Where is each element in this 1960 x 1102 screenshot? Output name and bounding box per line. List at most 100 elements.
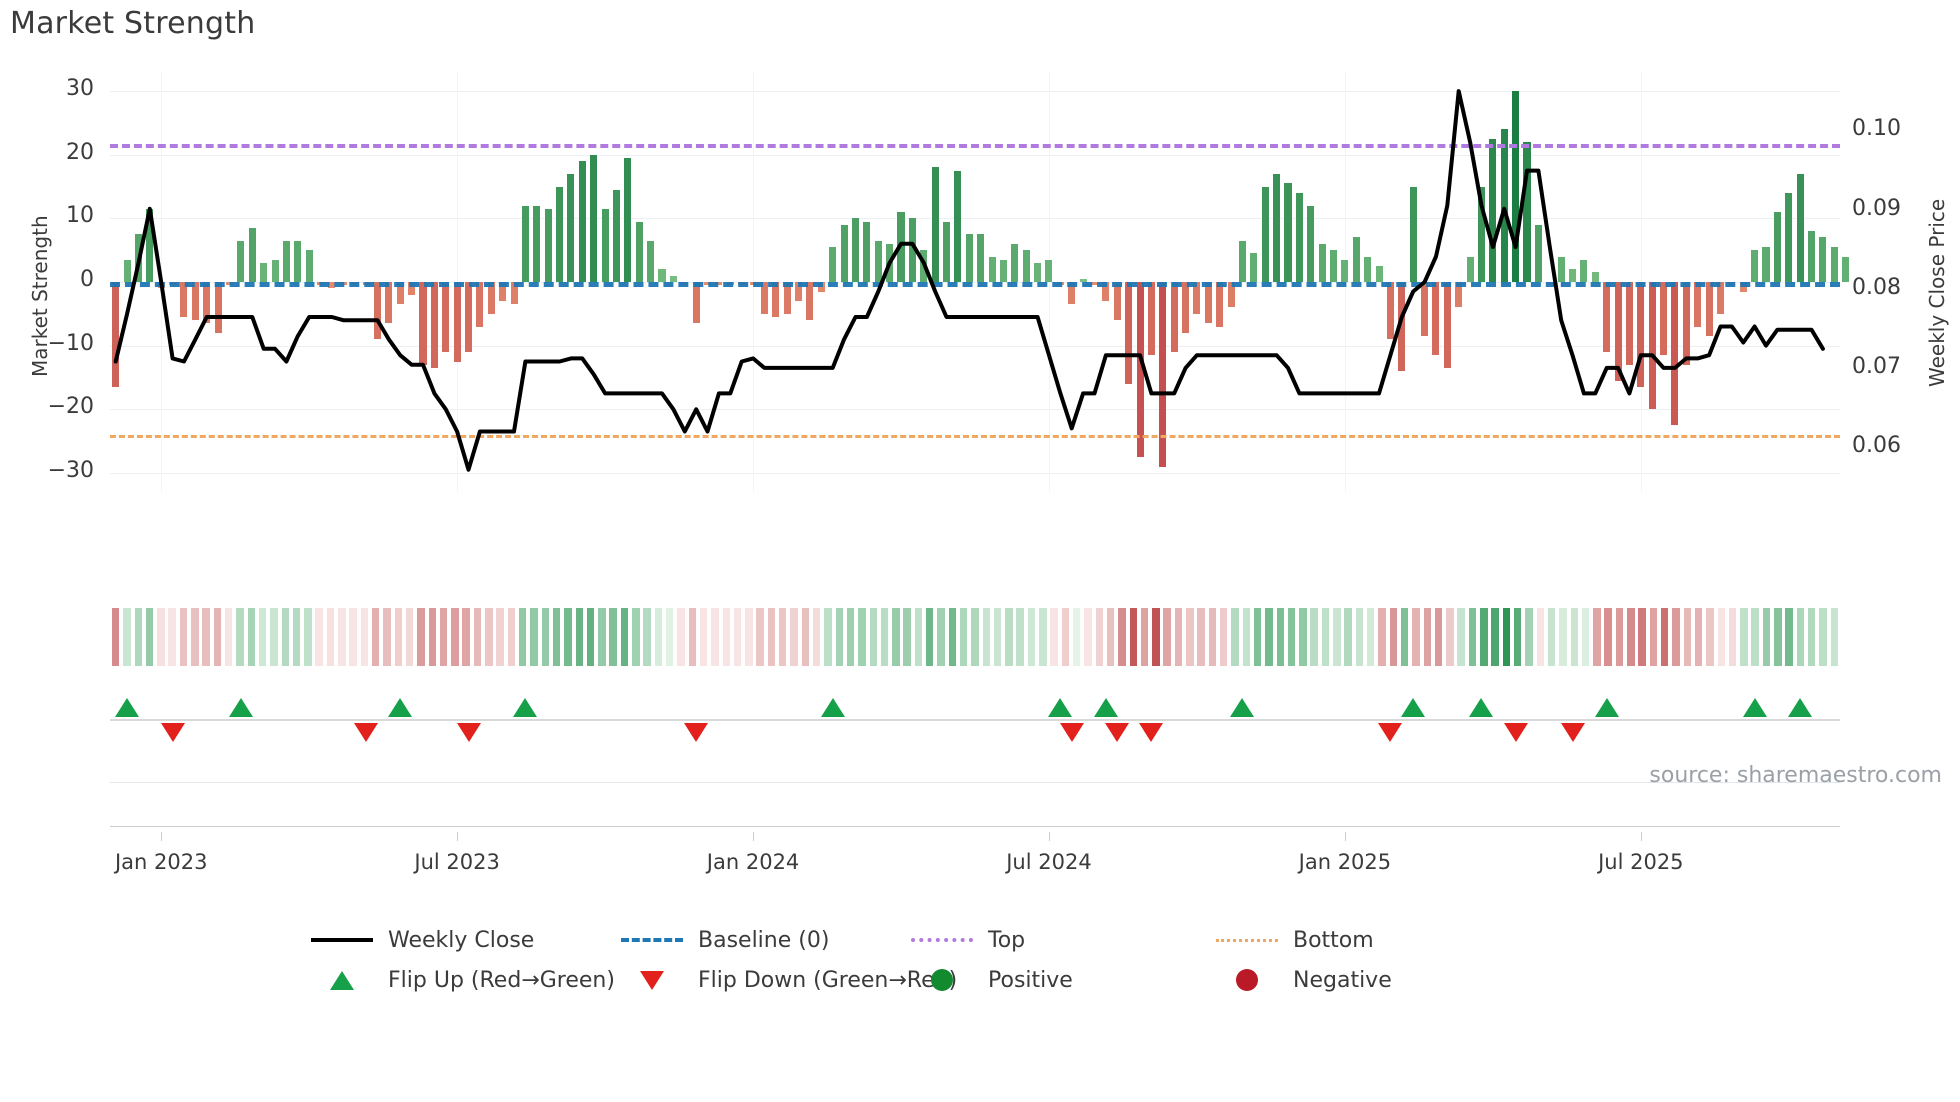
- heatmap-cell: [1197, 608, 1205, 666]
- heatmap-cell: [1502, 608, 1511, 666]
- heatmap-cell: [722, 608, 730, 666]
- strength-bar: [533, 205, 541, 282]
- heatmap-cell: [1819, 608, 1827, 666]
- heatmap-cell: [1661, 608, 1669, 666]
- strength-bar: [442, 282, 450, 352]
- flip-up-marker: [1594, 698, 1619, 717]
- strength-bar: [1466, 256, 1474, 282]
- strength-bar: [1409, 186, 1417, 282]
- strength-bar: [260, 262, 268, 282]
- heatmap-cell: [914, 608, 923, 666]
- strength-bar: [635, 221, 643, 282]
- heatmap-cell: [846, 608, 855, 666]
- heatmap-cell: [360, 608, 369, 666]
- legend-item[interactable]: Top: [910, 920, 1025, 960]
- strength-bar: [578, 161, 586, 282]
- y-tick-label-right: 0.08: [1852, 274, 1901, 300]
- strength-bar: [908, 218, 916, 282]
- heatmap-cell: [1276, 608, 1285, 666]
- strength-bar: [658, 269, 666, 282]
- heatmap-cell: [1581, 608, 1590, 666]
- legend-item[interactable]: Weekly Close: [310, 920, 534, 960]
- heatmap-cell: [485, 608, 493, 666]
- x-axis-line: [110, 826, 1840, 827]
- heatmap-cell: [496, 608, 504, 666]
- heatmap-cell: [270, 608, 278, 666]
- flip-down-marker: [1560, 723, 1585, 742]
- triangle-down-icon: [620, 970, 684, 990]
- heatmap-cell: [1830, 608, 1839, 666]
- strength-bar: [1329, 250, 1338, 282]
- circle-icon: [1215, 969, 1279, 991]
- heatmap-cell: [564, 608, 572, 666]
- heatmap-cell: [1649, 608, 1658, 666]
- legend-item[interactable]: Bottom: [1215, 920, 1374, 960]
- flip-up-marker: [1401, 698, 1426, 717]
- heatmap-cell: [1333, 608, 1341, 666]
- flip-up-marker: [1093, 698, 1118, 717]
- strength-bar: [1318, 243, 1326, 282]
- x-tick-label: Jul 2025: [1598, 850, 1684, 874]
- strength-bar: [1238, 240, 1246, 282]
- source-divider: [110, 782, 1840, 783]
- heatmap-cell: [552, 608, 561, 666]
- strength-bar: [1432, 282, 1440, 356]
- y-tick-label: 0: [80, 267, 94, 292]
- heatmap-cell: [779, 608, 787, 666]
- heatmap-cell: [971, 608, 979, 666]
- heatmap-cell: [790, 608, 798, 666]
- heatmap-cell: [281, 608, 289, 666]
- legend-item[interactable]: Negative: [1215, 960, 1392, 1000]
- heatmap-cell: [123, 608, 131, 666]
- strength-bar: [1443, 282, 1451, 368]
- strength-bar: [783, 282, 791, 314]
- heatmap-cell: [643, 608, 651, 666]
- legend-item[interactable]: Flip Up (Red→Green): [310, 960, 615, 1000]
- strength-bar: [1625, 282, 1633, 365]
- x-tick-label: Jan 2023: [114, 850, 208, 874]
- legend-item[interactable]: Baseline (0): [620, 920, 829, 960]
- line-swatch-icon: [310, 930, 374, 950]
- x-tick-label: Jan 2025: [1298, 850, 1392, 874]
- strength-bar: [1773, 212, 1781, 282]
- heatmap-cell: [756, 608, 764, 666]
- legend-item[interactable]: Flip Down (Green→Red): [620, 960, 957, 1000]
- strength-bar: [874, 240, 882, 282]
- flip-down-marker: [1503, 723, 1528, 742]
- heatmap-cell: [959, 608, 968, 666]
- heatmap-cell: [1717, 608, 1725, 666]
- legend-item[interactable]: Positive: [910, 960, 1073, 1000]
- heatmap-cell: [292, 608, 301, 666]
- heatmap-cell: [1796, 608, 1805, 666]
- heatmap-cell: [1400, 608, 1409, 666]
- heatmap-cell: [1694, 608, 1703, 666]
- source-attribution: source: sharemaestro.com: [1649, 763, 1942, 788]
- heatmap-cell: [1593, 608, 1601, 666]
- strength-bar: [1284, 183, 1292, 282]
- y-tick-label: 20: [66, 139, 94, 165]
- heatmap-cell: [1570, 608, 1578, 666]
- strength-bar: [476, 282, 484, 327]
- gridline: [110, 345, 1840, 347]
- heatmap-cell: [1163, 608, 1171, 666]
- heatmap-cell: [993, 608, 1002, 666]
- x-tick-mark: [1640, 832, 1642, 841]
- strength-bar: [943, 221, 951, 282]
- heatmap-cell: [1310, 608, 1318, 666]
- heatmap-cell: [518, 608, 527, 666]
- strength-bar: [191, 282, 199, 321]
- heatmap-cell: [1638, 608, 1646, 666]
- strength-bar: [1307, 205, 1315, 282]
- strength-bar: [1751, 250, 1759, 282]
- strength-bar: [510, 282, 518, 305]
- flip-up-marker: [820, 698, 845, 717]
- dotted-line-icon: [1215, 930, 1279, 950]
- heatmap-cell: [1208, 608, 1217, 666]
- legend-item-label: Negative: [1293, 967, 1392, 993]
- heatmap-cell: [982, 608, 991, 666]
- gridline: [110, 91, 1840, 93]
- strength-bar: [1182, 282, 1190, 333]
- strength-bar: [396, 282, 404, 305]
- heatmap-cell: [1220, 608, 1228, 666]
- strength-bar: [590, 154, 598, 282]
